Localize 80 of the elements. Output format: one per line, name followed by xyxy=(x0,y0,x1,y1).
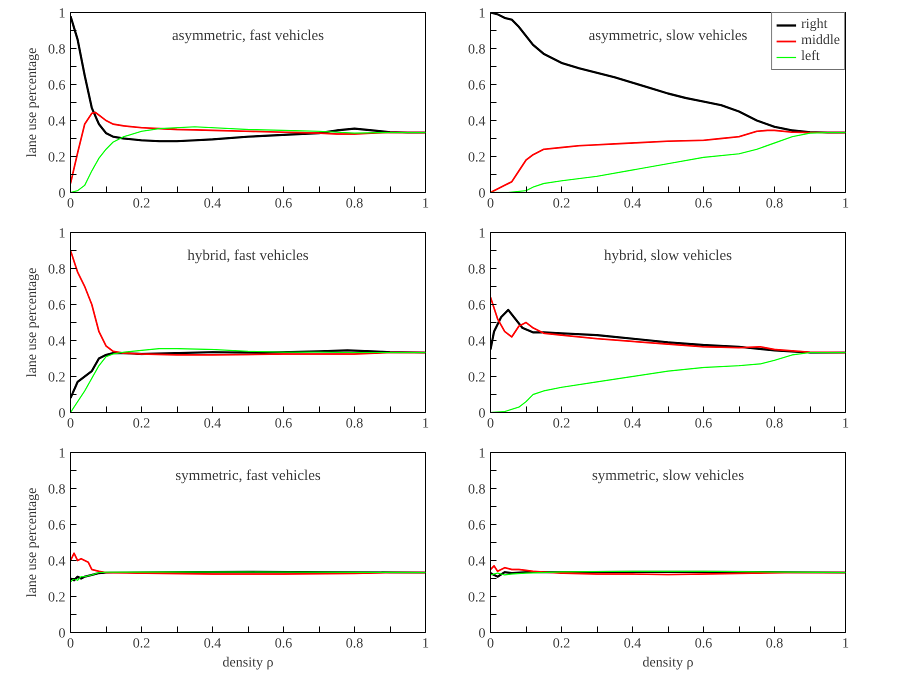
x-tick-label: 0.4 xyxy=(624,416,642,432)
y-tick-label: 1 xyxy=(58,226,66,242)
x-tick-label: 0.6 xyxy=(274,416,292,432)
x-tick-label: 0.6 xyxy=(694,196,712,212)
x-tick-label: 0.6 xyxy=(274,196,292,212)
x-tick-label: 0.4 xyxy=(204,416,222,432)
x-tick-label: 0.8 xyxy=(766,416,784,432)
x-tick-label: 0.8 xyxy=(346,196,364,212)
x-axis-title: density ρ xyxy=(222,656,274,670)
x-tick-label: 0.2 xyxy=(132,416,150,432)
x-tick-label: 1 xyxy=(422,416,429,432)
y-tick-label: 0.8 xyxy=(468,482,486,498)
text: symmetric, slow vehicles xyxy=(592,468,744,484)
x-tick-label: 1 xyxy=(422,196,429,212)
y-tick-label: 0.6 xyxy=(48,518,66,534)
x-tick-label: 0.8 xyxy=(346,636,364,652)
x-tick-label: 1 xyxy=(842,416,849,432)
y-tick-label: 0.4 xyxy=(48,334,66,350)
y-tick-label: 0.8 xyxy=(48,42,66,58)
x-tick-label: 0.4 xyxy=(204,196,222,212)
y-tick-label: 0.8 xyxy=(468,262,486,278)
y-tick-label: 0.4 xyxy=(48,114,66,130)
y-tick-label: 0 xyxy=(478,406,486,422)
y-axis-title: lane use percentage xyxy=(25,268,40,378)
x-tick-label: 0.6 xyxy=(694,636,712,652)
x-tick-label: 0.4 xyxy=(624,196,642,212)
y-tick-label: 1 xyxy=(478,6,486,22)
x-tick-label: 0.2 xyxy=(552,196,570,212)
y-tick-label: 1 xyxy=(58,446,66,462)
x-tick-label: 0.2 xyxy=(132,636,150,652)
y-tick-label: 1 xyxy=(478,226,486,242)
y-tick-label: 0.8 xyxy=(468,42,486,58)
y-tick-label: 0.2 xyxy=(48,150,66,166)
text: symmetric, fast vehicles xyxy=(175,468,321,484)
y-tick-label: 0.4 xyxy=(468,554,486,570)
x-axis-title: density ρ xyxy=(642,656,694,670)
y-tick-label: 0.6 xyxy=(48,298,66,314)
legend-label: right xyxy=(801,17,828,33)
y-tick-label: 0.2 xyxy=(468,590,486,606)
y-tick-label: 0 xyxy=(58,626,66,642)
x-tick-label: 0.4 xyxy=(204,636,222,652)
x-tick-label: 1 xyxy=(842,636,849,652)
x-tick-label: 0.6 xyxy=(694,416,712,432)
y-tick-label: 0.6 xyxy=(48,78,66,94)
x-tick-label: 0.2 xyxy=(552,636,570,652)
y-tick-label: 0.2 xyxy=(48,590,66,606)
y-tick-label: 0 xyxy=(58,186,66,202)
x-tick-label: 0.4 xyxy=(624,636,642,652)
x-tick-label: 1 xyxy=(842,196,849,212)
y-axis-title: lane use percentage xyxy=(25,488,40,598)
legend-label: left xyxy=(801,49,821,65)
y-tick-label: 0.2 xyxy=(48,370,66,386)
x-tick-label: 0.6 xyxy=(274,636,292,652)
x-tick-label: 0.8 xyxy=(346,416,364,432)
y-tick-label: 0.6 xyxy=(468,298,486,314)
y-tick-label: 0.6 xyxy=(468,518,486,534)
y-tick-label: 0.4 xyxy=(468,114,486,130)
y-tick-label: 1 xyxy=(478,446,486,462)
x-tick-label: 0.2 xyxy=(552,416,570,432)
text: asymmetric, fast vehicles xyxy=(172,28,324,44)
text: hybrid, slow vehicles xyxy=(604,248,732,264)
x-tick-label: 0.8 xyxy=(766,636,784,652)
y-tick-label: 0.4 xyxy=(48,554,66,570)
y-tick-label: 0.8 xyxy=(48,482,66,498)
y-tick-label: 0 xyxy=(478,626,486,642)
y-tick-label: 0.8 xyxy=(48,262,66,278)
y-tick-label: 0 xyxy=(58,406,66,422)
x-tick-label: 1 xyxy=(422,636,429,652)
y-axis-title: lane use percentage xyxy=(25,48,40,158)
x-tick-label: 0.2 xyxy=(132,196,150,212)
text: hybrid, fast vehicles xyxy=(187,248,309,264)
y-tick-label: 0.2 xyxy=(468,370,486,386)
y-tick-label: 0.4 xyxy=(468,334,486,350)
text: asymmetric, slow vehicles xyxy=(588,28,748,44)
y-tick-label: 1 xyxy=(58,6,66,22)
y-tick-label: 0.2 xyxy=(468,150,486,166)
legend-label: middle xyxy=(801,33,840,49)
y-tick-label: 0.6 xyxy=(468,78,486,94)
y-tick-label: 0 xyxy=(478,186,486,202)
x-tick-label: 0.8 xyxy=(766,196,784,212)
